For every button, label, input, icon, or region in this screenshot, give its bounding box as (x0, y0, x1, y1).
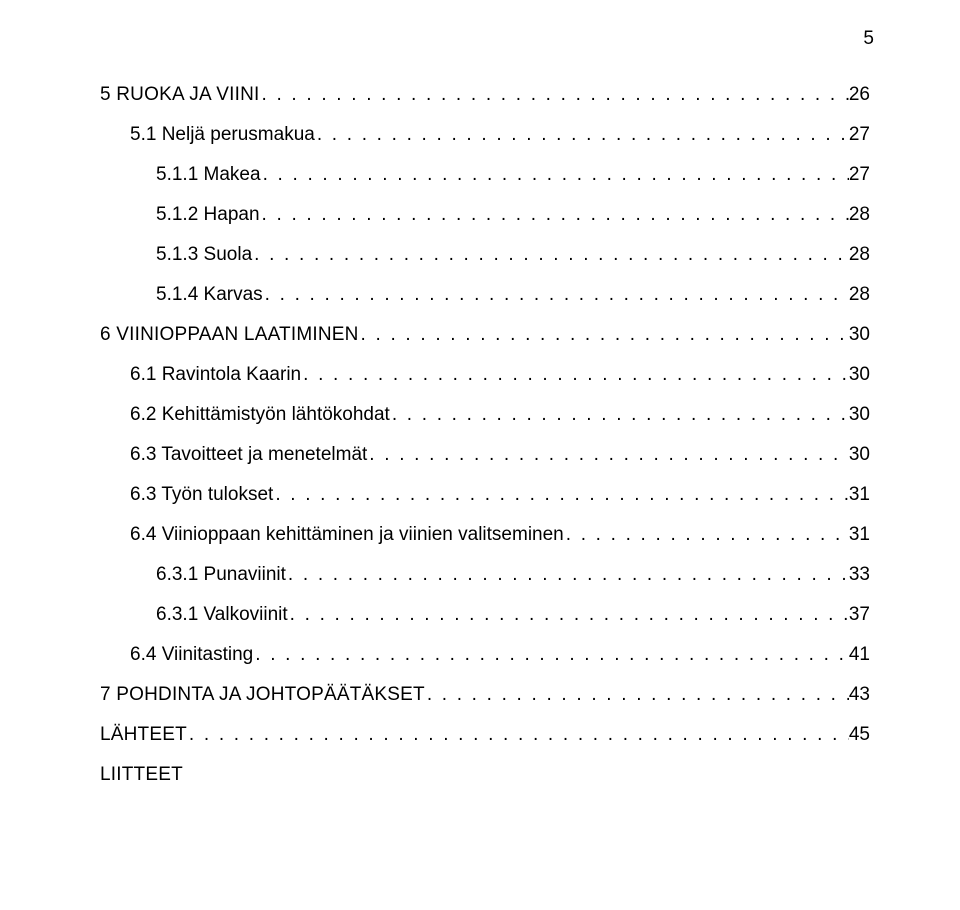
toc-entry-label: 5.1.4 Karvas (156, 285, 263, 304)
toc-entry: LÄHTEET. . . . . . . . . . . . . . . . .… (100, 725, 870, 744)
toc-leader-dots: . . . . . . . . . . . . . . . . . . . . … (301, 365, 849, 384)
toc-entry-page: 30 (849, 405, 870, 424)
toc-entry-label: 6.3 Tavoitteet ja menetelmät (130, 445, 367, 464)
toc-entry-label: LÄHTEET (100, 725, 187, 744)
toc-leader-dots: . . . . . . . . . . . . . . . . . . . . … (564, 525, 849, 544)
toc-entry-page: 37 (849, 605, 870, 624)
toc-leader-dots: . . . . . . . . . . . . . . . . . . . . … (390, 405, 849, 424)
toc-leader-dots: . . . . . . . . . . . . . . . . . . . . … (425, 685, 849, 704)
toc-leader-dots: . . . . . . . . . . . . . . . . . . . . … (260, 205, 849, 224)
toc-entry: 5.1.2 Hapan. . . . . . . . . . . . . . .… (100, 205, 870, 224)
toc-leader-dots: . . . . . . . . . . . . . . . . . . . . … (187, 725, 849, 744)
toc-entry: 7 POHDINTA JA JOHTOPÄÄTÄKSET. . . . . . … (100, 685, 870, 704)
toc-entry: 6.2 Kehittämistyön lähtökohdat. . . . . … (100, 405, 870, 424)
toc-entry-page: 31 (849, 485, 870, 504)
toc-entry-label: 6.2 Kehittämistyön lähtökohdat (130, 405, 390, 424)
toc-leader-dots: . . . . . . . . . . . . . . . . . . . . … (259, 85, 848, 104)
toc-entry-page: 30 (849, 325, 870, 344)
page-number: 5 (863, 28, 874, 50)
toc-leader-dots: . . . . . . . . . . . . . . . . . . . . … (261, 165, 849, 184)
toc-entry-page: 28 (849, 285, 870, 304)
toc-entry-label: 6 VIINIOPPAAN LAATIMINEN (100, 325, 359, 344)
toc-entry: 6.3.1 Punaviinit. . . . . . . . . . . . … (100, 565, 870, 584)
toc-entry-label: 5.1 Neljä perusmakua (130, 125, 315, 144)
toc-entry: 5.1.4 Karvas. . . . . . . . . . . . . . … (100, 285, 870, 304)
toc-entry: 6.3.1 Valkoviinit. . . . . . . . . . . .… (100, 605, 870, 624)
toc-entry-label: 5.1.3 Suola (156, 245, 252, 264)
toc-entry-page: 28 (849, 205, 870, 224)
toc-entry-page: 43 (849, 685, 870, 704)
toc-entry-label: 6.3 Työn tulokset (130, 485, 273, 504)
toc-leader-dots: . . . . . . . . . . . . . . . . . . . . … (367, 445, 849, 464)
toc-leader-dots: . . . . . . . . . . . . . . . . . . . . … (273, 485, 849, 504)
toc-entry: 6.3 Työn tulokset. . . . . . . . . . . .… (100, 485, 870, 504)
toc-leader-dots: . . . . . . . . . . . . . . . . . . . . … (359, 325, 849, 344)
toc-entry-label: 5.1.1 Makea (156, 165, 261, 184)
toc-leader-dots: . . . . . . . . . . . . . . . . . . . . … (315, 125, 849, 144)
toc-entry-label: 5.1.2 Hapan (156, 205, 260, 224)
toc-entry-page: 26 (849, 85, 870, 104)
toc-entry-label: 5 RUOKA JA VIINI (100, 85, 259, 104)
toc-entry: 5.1.1 Makea. . . . . . . . . . . . . . .… (100, 165, 870, 184)
toc-entry-page: 41 (849, 645, 870, 664)
toc-entry: 5.1.3 Suola. . . . . . . . . . . . . . .… (100, 245, 870, 264)
toc-entry: 6.3 Tavoitteet ja menetelmät. . . . . . … (100, 445, 870, 464)
toc-leader-dots: . . . . . . . . . . . . . . . . . . . . … (286, 565, 849, 584)
toc-entry-page: 33 (849, 565, 870, 584)
toc-entry-label: LIITTEET (100, 765, 183, 784)
toc-entry-label: 6.3.1 Valkoviinit (156, 605, 288, 624)
toc-entry: 6.4 Viinioppaan kehittäminen ja viinien … (100, 525, 870, 544)
toc-leader-dots: . . . . . . . . . . . . . . . . . . . . … (252, 245, 849, 264)
table-of-contents: 5 RUOKA JA VIINI. . . . . . . . . . . . … (100, 85, 870, 784)
toc-entry-label: 7 POHDINTA JA JOHTOPÄÄTÄKSET (100, 685, 425, 704)
toc-entry: LIITTEET. . . . . . . . . . . . . . . . … (100, 765, 870, 784)
toc-entry: 6.1 Ravintola Kaarin. . . . . . . . . . … (100, 365, 870, 384)
toc-entry-label: 6.3.1 Punaviinit (156, 565, 286, 584)
toc-entry-page: 27 (849, 165, 870, 184)
toc-entry: 5.1 Neljä perusmakua. . . . . . . . . . … (100, 125, 870, 144)
toc-entry: 6.4 Viinitasting. . . . . . . . . . . . … (100, 645, 870, 664)
toc-entry-page: 31 (849, 525, 870, 544)
toc-leader-dots: . . . . . . . . . . . . . . . . . . . . … (263, 285, 849, 304)
toc-entry-label: 6.4 Viinioppaan kehittäminen ja viinien … (130, 525, 564, 544)
toc-leader-dots: . . . . . . . . . . . . . . . . . . . . … (288, 605, 849, 624)
toc-entry: 5 RUOKA JA VIINI. . . . . . . . . . . . … (100, 85, 870, 104)
toc-entry-page: 30 (849, 365, 870, 384)
toc-entry-page: 30 (849, 445, 870, 464)
toc-leader-dots: . . . . . . . . . . . . . . . . . . . . … (253, 645, 849, 664)
toc-entry-page: 27 (849, 125, 870, 144)
toc-entry-page: 28 (849, 245, 870, 264)
toc-entry: 6 VIINIOPPAAN LAATIMINEN. . . . . . . . … (100, 325, 870, 344)
toc-entry-label: 6.1 Ravintola Kaarin (130, 365, 301, 384)
toc-entry-page: 45 (849, 725, 870, 744)
toc-entry-label: 6.4 Viinitasting (130, 645, 253, 664)
